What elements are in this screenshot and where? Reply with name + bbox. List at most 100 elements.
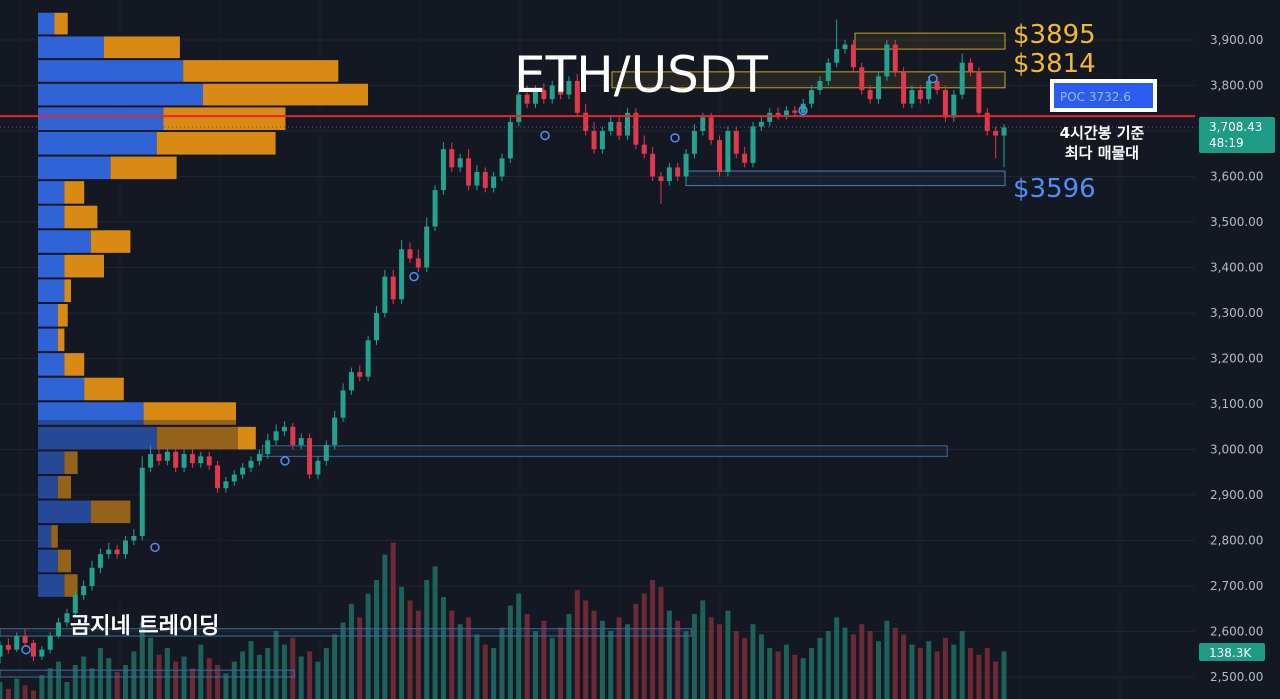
candle-body: [658, 176, 664, 182]
candle-body: [650, 153, 656, 177]
candle-body: [666, 167, 672, 182]
volume-bars: [0, 542, 1007, 699]
candle-body: [984, 112, 990, 131]
candle-body: [449, 149, 455, 168]
volume-bar: [516, 593, 522, 699]
profile-sell-bar: [57, 328, 65, 352]
volume-bar: [72, 665, 78, 699]
candle-body: [265, 440, 271, 455]
profile-sell-bar: [64, 205, 98, 229]
volume-bar: [532, 631, 538, 699]
candle-body: [106, 549, 112, 555]
volume-bar: [641, 593, 647, 699]
y-tick-label: 3,300.00: [1210, 306, 1263, 320]
profile-sell-bar: [156, 426, 256, 450]
candle-body: [466, 158, 472, 186]
profile-sell-bar: [64, 279, 71, 302]
profile-buy-bar: [38, 230, 91, 253]
candle-body: [22, 636, 28, 643]
profile-buy-bar: [38, 83, 203, 106]
volume-bar: [22, 685, 28, 699]
volume-bar: [591, 610, 597, 699]
profile-sell-bar: [51, 525, 58, 548]
candle-body: [591, 131, 597, 150]
candle-body: [273, 431, 279, 441]
poc-box[interactable]: [1054, 83, 1153, 108]
candle-body: [608, 121, 614, 131]
volume-bar: [583, 600, 589, 699]
y-tick-label: 3,400.00: [1210, 261, 1263, 275]
candle-body: [457, 158, 463, 168]
candle-body: [633, 112, 639, 145]
volume-bar: [876, 641, 881, 699]
profile-sell-bar: [110, 156, 177, 180]
signal-marker: [409, 271, 419, 282]
candle-body: [357, 372, 363, 377]
volume-bar: [993, 661, 999, 699]
candle-body: [641, 144, 647, 154]
current-price-badge[interactable]: [1199, 117, 1275, 153]
candle-body: [926, 80, 932, 100]
profile-buy-bar: [38, 402, 144, 425]
volume-bar: [984, 648, 990, 699]
candle-body: [114, 549, 120, 555]
volume-bar: [524, 614, 530, 699]
candle-body: [507, 121, 513, 159]
candle-body: [440, 149, 446, 191]
profile-buy-bar: [38, 181, 65, 204]
candle-body: [382, 276, 388, 313]
candle-body: [482, 171, 488, 188]
volume-badge-label: 138.3K: [1209, 646, 1252, 660]
candles[interactable]: [0, 19, 1007, 664]
volume-bar: [1001, 651, 1007, 699]
candle-body: [390, 276, 396, 300]
volume-bar: [725, 610, 731, 699]
volume-bar: [909, 644, 915, 699]
level-label-3895: $3895: [1013, 20, 1096, 50]
volume-bar: [323, 648, 329, 699]
signal-marker: [21, 644, 31, 655]
volume-bar: [474, 634, 480, 699]
volume-bar: [340, 622, 346, 699]
candle-body: [566, 80, 572, 95]
volume-bar: [407, 600, 413, 699]
volume-bar: [491, 648, 497, 699]
volume-bar: [189, 668, 195, 699]
volume-bar: [507, 605, 513, 699]
y-tick-label: 2,600.00: [1210, 625, 1263, 639]
volume-bar: [959, 631, 965, 699]
candle-body: [30, 642, 36, 657]
profile-buy-bar: [38, 132, 157, 155]
candle-body: [56, 622, 62, 637]
volume-bar: [926, 641, 932, 699]
profile-buy-bar: [38, 254, 65, 278]
profile-sell-bar: [90, 500, 131, 524]
candle-body: [198, 456, 204, 464]
candle-body: [415, 258, 421, 268]
volume-bar: [616, 617, 622, 699]
candle-body: [81, 586, 87, 596]
volume-badge[interactable]: [1199, 643, 1265, 661]
volume-bar: [691, 614, 697, 699]
candle-body: [909, 90, 915, 104]
profile-sell-bar: [90, 230, 131, 253]
profile-sell-bar: [143, 402, 236, 425]
y-tick-label: 3,800.00: [1210, 79, 1263, 93]
candle-body: [407, 249, 413, 259]
candle-countdown: 48:19: [1209, 136, 1244, 150]
candle-body: [976, 71, 982, 113]
candle-body: [256, 454, 262, 461]
volume-bar: [390, 542, 396, 699]
candle-body: [583, 112, 589, 131]
candle-body: [859, 67, 865, 91]
volume-bar: [809, 648, 815, 699]
candle-body: [206, 456, 212, 466]
profile-buy-bar: [38, 574, 65, 597]
candle-body: [499, 158, 505, 177]
candle-body: [934, 80, 940, 91]
candle-body: [474, 171, 480, 186]
candle-body: [223, 481, 229, 489]
price-axis[interactable]: 3,900.003,800.003,700.003,600.003,500.00…: [1210, 33, 1263, 684]
volume-bar: [775, 651, 781, 699]
